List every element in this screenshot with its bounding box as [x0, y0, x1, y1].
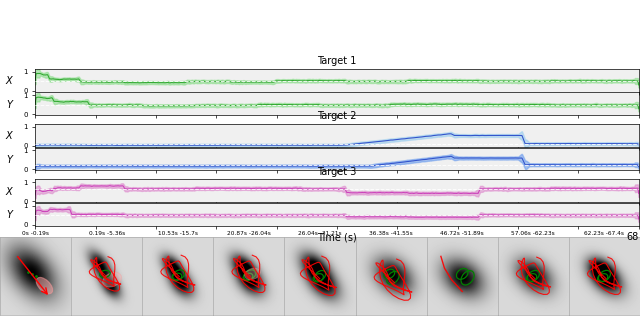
Title: 26.04s -31.21s: 26.04s -31.21s	[298, 231, 342, 236]
Text: Target 2: Target 2	[317, 112, 356, 121]
Ellipse shape	[102, 273, 122, 287]
Y-axis label: $Y$: $Y$	[6, 208, 15, 220]
Text: Target 1: Target 1	[317, 56, 356, 66]
Title: 46.72s -51.89s: 46.72s -51.89s	[440, 231, 484, 236]
Title: 20.87s -26.04s: 20.87s -26.04s	[227, 231, 271, 236]
Text: 68: 68	[627, 232, 639, 242]
Title: 10.53s -15.7s: 10.53s -15.7s	[158, 231, 198, 236]
Title: 36.38s -41.55s: 36.38s -41.55s	[369, 231, 413, 236]
Y-axis label: $X$: $X$	[6, 74, 15, 86]
Title: 57.06s -62.23s: 57.06s -62.23s	[511, 231, 556, 236]
Title: 62.23s -67.4s: 62.23s -67.4s	[584, 231, 625, 236]
Ellipse shape	[244, 268, 260, 280]
Y-axis label: $X$: $X$	[6, 185, 15, 197]
Ellipse shape	[36, 277, 52, 294]
Text: Time (s): Time (s)	[317, 232, 357, 242]
Title: 0.19s -5.36s: 0.19s -5.36s	[88, 231, 125, 236]
Title: 0s -0.19s: 0s -0.19s	[22, 231, 49, 236]
Text: Target 3: Target 3	[317, 167, 356, 177]
Y-axis label: $Y$: $Y$	[6, 98, 15, 110]
Y-axis label: $Y$: $Y$	[6, 153, 15, 165]
Y-axis label: $X$: $X$	[6, 129, 15, 142]
